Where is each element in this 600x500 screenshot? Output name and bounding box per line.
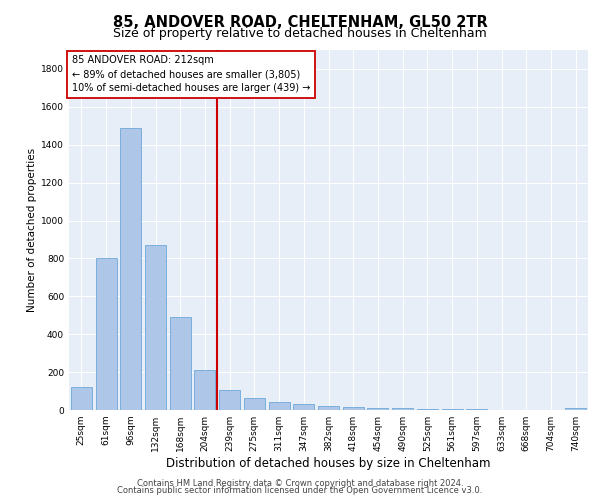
Text: Contains public sector information licensed under the Open Government Licence v3: Contains public sector information licen… — [118, 486, 482, 495]
Bar — [343, 406, 364, 410]
Text: 85, ANDOVER ROAD, CHELTENHAM, GL50 2TR: 85, ANDOVER ROAD, CHELTENHAM, GL50 2TR — [113, 15, 487, 30]
Bar — [392, 408, 413, 410]
X-axis label: Distribution of detached houses by size in Cheltenham: Distribution of detached houses by size … — [166, 457, 491, 470]
Bar — [269, 402, 290, 410]
Bar — [367, 408, 388, 410]
Bar — [71, 388, 92, 410]
Bar — [194, 370, 215, 410]
Bar — [244, 398, 265, 410]
Bar — [565, 408, 586, 410]
Bar — [145, 245, 166, 410]
Text: Contains HM Land Registry data © Crown copyright and database right 2024.: Contains HM Land Registry data © Crown c… — [137, 478, 463, 488]
Bar — [293, 404, 314, 410]
Text: Size of property relative to detached houses in Cheltenham: Size of property relative to detached ho… — [113, 28, 487, 40]
Bar — [120, 128, 141, 410]
Bar — [442, 409, 463, 410]
Text: 85 ANDOVER ROAD: 212sqm
← 89% of detached houses are smaller (3,805)
10% of semi: 85 ANDOVER ROAD: 212sqm ← 89% of detache… — [71, 56, 310, 94]
Bar — [170, 317, 191, 410]
Bar — [318, 406, 339, 410]
Bar — [219, 390, 240, 410]
Bar — [417, 409, 438, 410]
Bar — [95, 258, 116, 410]
Y-axis label: Number of detached properties: Number of detached properties — [27, 148, 37, 312]
